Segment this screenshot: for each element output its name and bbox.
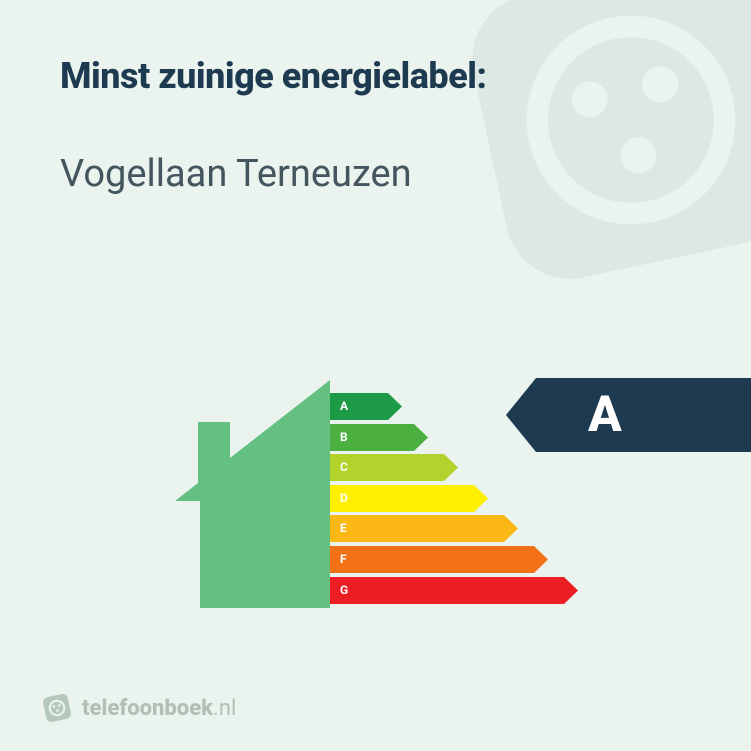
bar-letter: A [340, 393, 348, 420]
footer-brand-tld: .nl [213, 696, 236, 721]
footer-brand-bold: telefoonboek [82, 696, 213, 721]
page-title: Minst zuinige energielabel: [60, 55, 691, 97]
bar-letter: E [340, 515, 347, 542]
footer-logo-icon [39, 690, 75, 726]
content-area: Minst zuinige energielabel: Vogellaan Te… [0, 0, 751, 196]
page-subtitle: Vogellaan Terneuzen [60, 152, 691, 196]
selected-label-badge: A [536, 378, 751, 452]
bar-shape [330, 515, 518, 542]
footer: telefoonboek.nl [42, 693, 236, 723]
house-icon [170, 380, 330, 610]
footer-brand: telefoonboek.nl [82, 696, 236, 721]
bar-shape [330, 454, 458, 481]
bar-letter: B [340, 424, 348, 451]
bar-letter: F [340, 546, 347, 573]
bar-shape [330, 577, 578, 604]
bar-letter: D [340, 485, 348, 512]
bar-shape [330, 546, 548, 573]
bar-shape [330, 485, 488, 512]
bar-letter: G [340, 577, 348, 604]
bar-letter: C [340, 454, 348, 481]
selected-label-letter: A [588, 386, 622, 444]
